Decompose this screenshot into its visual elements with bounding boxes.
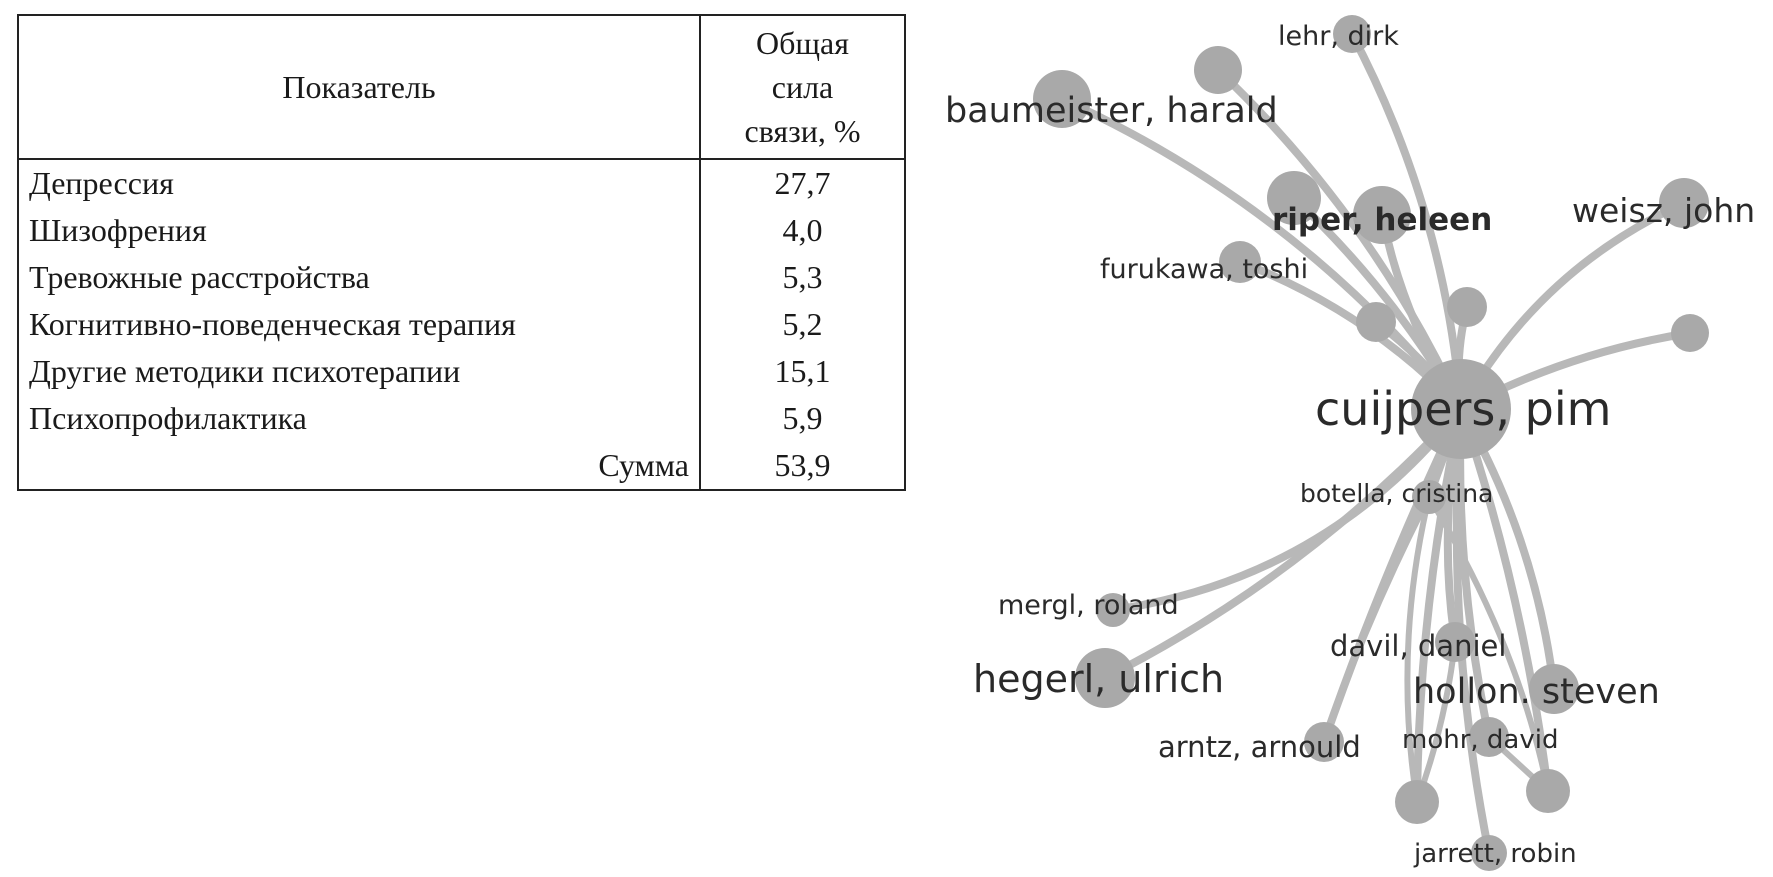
- network-node: [1356, 302, 1396, 342]
- network-node: [1194, 46, 1242, 94]
- strength-table: Показатель Общая сила связи, % Депрессия…: [17, 14, 906, 491]
- network-node: [1659, 178, 1709, 228]
- network-label-center: cuijpers, pim: [1315, 382, 1611, 436]
- network-node: [1412, 480, 1446, 514]
- total-label: Сумма: [18, 442, 701, 490]
- table-row: Тревожные расстройства 5,3: [18, 254, 905, 301]
- row-value: 4,0: [782, 212, 823, 248]
- header-line: сила: [771, 69, 834, 105]
- network-label: furukawa, toshi: [1100, 254, 1308, 285]
- table-row: Другие методики психотерапии 15,1: [18, 348, 905, 395]
- network-node: [1353, 186, 1411, 244]
- network-label: hegerl, ulrich: [973, 657, 1224, 701]
- network-edge: [1112, 406, 1465, 614]
- row-label: Шизофрения: [18, 207, 701, 254]
- network-edge: [1103, 406, 1464, 682]
- header-strength: Общая сила связи, %: [700, 15, 905, 160]
- network-label: lehr, dirk: [1278, 21, 1399, 52]
- table-header-row: Показатель Общая сила связи, %: [18, 15, 905, 160]
- network-node: [1471, 835, 1507, 871]
- table-total-row: Сумма 53,9: [18, 442, 905, 490]
- total-value: 53,9: [774, 447, 831, 483]
- row-label: Когнитивно-поведенческая терапия: [18, 301, 701, 348]
- row-label: Психопрофилактика: [18, 395, 701, 442]
- network-label: weisz, john: [1572, 191, 1755, 230]
- network-node: [1671, 314, 1709, 352]
- table-row: Депрессия 27,7: [18, 159, 905, 207]
- row-value: 27,7: [774, 165, 831, 201]
- network-label: hollon. steven: [1413, 672, 1660, 712]
- network-label: davil, daniel: [1330, 629, 1506, 663]
- network-label: botella, cristina: [1300, 479, 1493, 508]
- network-node: [1435, 622, 1475, 662]
- network-node: [1447, 287, 1487, 327]
- header-indicator: Показатель: [18, 15, 701, 160]
- network-edge: [1413, 408, 1465, 803]
- network-node: [1526, 769, 1570, 813]
- table-row: Шизофрения 4,0: [18, 207, 905, 254]
- network-label: riper, heleen: [1272, 202, 1492, 238]
- table-row: Психопрофилактика 5,9: [18, 395, 905, 442]
- header-line: Общая: [756, 25, 849, 61]
- network-node: [1096, 593, 1130, 627]
- network-label: mohr, david: [1402, 725, 1558, 755]
- network-node: [1219, 241, 1261, 283]
- row-label: Тревожные расстройства: [18, 254, 701, 301]
- network-label: mergl, roland: [998, 590, 1179, 621]
- network-label: baumeister, harald: [945, 91, 1278, 131]
- network-label: jarrett, robin: [1413, 839, 1577, 869]
- network-edge: [1457, 407, 1552, 792]
- row-label: Депрессия: [18, 159, 701, 207]
- header-line: связи, %: [744, 113, 861, 149]
- network-node: [1075, 648, 1135, 708]
- network-node: [1267, 171, 1321, 225]
- row-value: 5,2: [782, 306, 823, 342]
- row-label: Другие методики психотерапии: [18, 348, 701, 395]
- network-node: [1333, 15, 1371, 53]
- row-value: 5,9: [782, 400, 823, 436]
- network-node: [1033, 70, 1091, 128]
- network-edge: [1404, 496, 1432, 803]
- network-node: [1395, 780, 1439, 824]
- network-label: arntz, arnould: [1158, 730, 1361, 764]
- row-value: 15,1: [774, 353, 831, 389]
- row-value: 5,3: [782, 259, 823, 295]
- network-node: [1304, 722, 1344, 762]
- network-node: [1469, 717, 1509, 757]
- table-row: Когнитивно-поведенческая терапия 5,2: [18, 301, 905, 348]
- network-node: [1529, 664, 1579, 714]
- network-node-center: [1411, 359, 1511, 459]
- network-edge: [1321, 495, 1432, 743]
- network-edge: [1426, 495, 1551, 792]
